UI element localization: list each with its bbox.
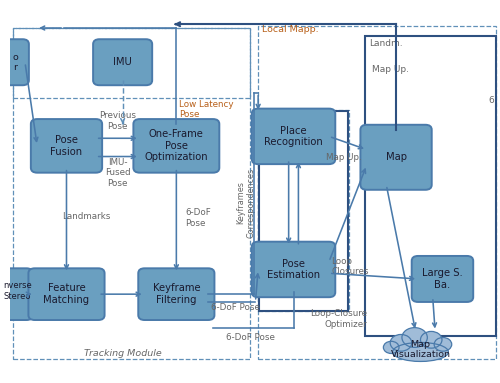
Text: Previous
Pose: Previous Pose (100, 111, 136, 131)
Text: Pose
Estimation: Pose Estimation (267, 259, 320, 280)
FancyBboxPatch shape (252, 242, 336, 297)
Text: Map Up.: Map Up. (372, 65, 408, 74)
Bar (365, 36, 496, 336)
Text: Landmarks: Landmarks (62, 212, 110, 221)
Text: Map: Map (386, 152, 406, 162)
Circle shape (434, 337, 452, 351)
FancyBboxPatch shape (252, 109, 336, 164)
Text: 6-DoF Pose: 6-DoF Pose (210, 303, 260, 311)
Text: Local Mapp.: Local Mapp. (262, 25, 318, 34)
FancyBboxPatch shape (93, 39, 152, 85)
FancyBboxPatch shape (28, 268, 104, 320)
FancyBboxPatch shape (412, 256, 473, 302)
FancyBboxPatch shape (31, 119, 102, 173)
Bar (13, 28, 250, 359)
Circle shape (384, 341, 399, 354)
Text: IMU: IMU (113, 57, 132, 67)
Bar (260, 111, 348, 311)
Text: Tracking Module: Tracking Module (84, 349, 162, 358)
FancyBboxPatch shape (360, 125, 432, 190)
Bar (258, 26, 496, 359)
Text: nverse
Stereo: nverse Stereo (3, 282, 32, 301)
Text: One-Frame
Pose
Optimization: One-Frame Pose Optimization (144, 129, 208, 162)
Ellipse shape (392, 342, 448, 362)
Bar (13, 28, 250, 98)
Bar (258, 110, 348, 311)
FancyBboxPatch shape (0, 39, 29, 85)
Circle shape (402, 327, 427, 347)
Text: Map Up.: Map Up. (326, 153, 362, 162)
Circle shape (390, 334, 411, 351)
FancyBboxPatch shape (0, 268, 33, 320)
Text: Large S.
Ba.: Large S. Ba. (422, 268, 463, 290)
Text: 6-DoF Pose: 6-DoF Pose (226, 333, 276, 342)
Text: Place
Recognition: Place Recognition (264, 126, 323, 147)
Text: Landm.: Landm. (369, 39, 403, 48)
Text: Low Latency
Pose: Low Latency Pose (179, 100, 234, 119)
Text: 6-DoF
Pose: 6-DoF Pose (185, 208, 211, 228)
Text: Keyframes
Correspondences: Keyframes Correspondences (236, 168, 256, 238)
Text: Map
Visualization: Map Visualization (390, 340, 450, 359)
FancyBboxPatch shape (134, 119, 220, 173)
Text: o
r: o r (12, 52, 18, 72)
FancyBboxPatch shape (138, 268, 214, 320)
Text: Keyframe
Filtering: Keyframe Filtering (152, 283, 200, 305)
Text: 6: 6 (488, 96, 494, 105)
Text: Feature
Matching: Feature Matching (44, 283, 90, 305)
Text: Loop
Closures: Loop Closures (332, 257, 369, 276)
Text: Pose
Fusion: Pose Fusion (50, 135, 82, 157)
Text: IMU-
Fused
Pose: IMU- Fused Pose (105, 158, 130, 188)
Text: Loop-Closure
Optimizer: Loop-Closure Optimizer (310, 309, 367, 329)
Circle shape (420, 331, 442, 348)
